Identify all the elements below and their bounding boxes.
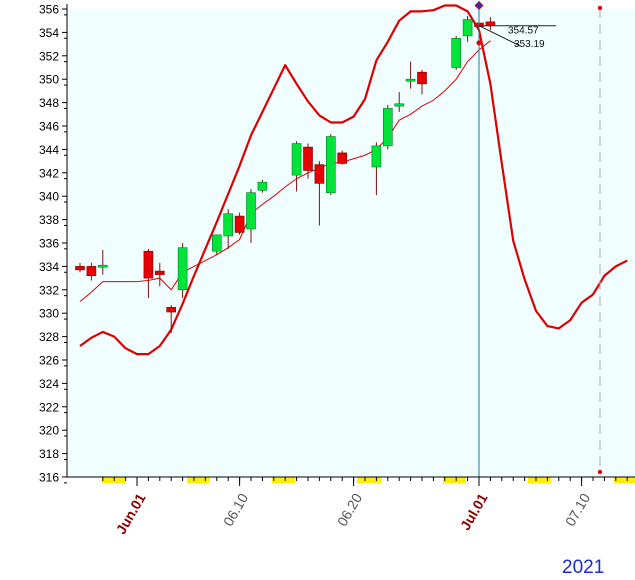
y-tick-label: 342 [39,166,59,180]
y-tick-label: 334 [39,260,59,274]
y-tick-label: 332 [39,283,59,297]
candle-down [155,270,165,275]
y-tick-label: 352 [39,49,59,63]
x-tick-label: 07.10 [562,490,593,529]
candle-down [485,21,496,26]
candle-up [257,181,268,191]
weekend-marker [272,477,295,483]
x-tick-label: Jun.01 [113,490,149,537]
y-tick-label: 318 [39,447,59,461]
x-tick-label: 06.20 [334,490,365,529]
plot-area [67,9,635,477]
candle-down [143,250,154,279]
future-marker-bottom [597,469,603,475]
candle-down [417,71,427,85]
future-marker-top [597,5,603,11]
y-tick-label: 340 [39,190,59,204]
candle-down [314,164,325,184]
candle-down [166,307,176,313]
candlesticks [75,14,496,334]
year-label: 2021 [562,557,605,578]
candle-up [246,192,256,230]
weekend-marker [443,477,466,483]
weekend-marker [614,477,635,483]
cursor-ma-point [476,40,482,46]
y-tick-label: 320 [39,424,59,438]
x-tick-label: 06.10 [220,490,251,529]
candle-up [291,143,302,176]
y-tick-label: 316 [39,471,59,485]
x-tick-label: Jul.01 [457,490,491,533]
candle-up [371,145,382,168]
y-tick-label: 354 [39,26,59,40]
weekend-marker [357,477,381,483]
candle-down [75,266,85,271]
price-leader-line [478,25,521,47]
y-tick-label: 336 [39,237,59,251]
cursor: 354.57 353.19 [474,0,603,477]
weekend-marker [528,477,551,483]
candle-down [234,215,245,233]
y-tick-label: 324 [39,377,59,391]
candle-down [337,152,348,164]
candle-up [405,78,416,82]
price-label-lower: 353.19 [514,39,545,50]
candle-up [98,264,108,268]
candle-up [462,19,473,37]
candle-up [451,37,462,68]
y-tick-label: 356 [39,3,59,17]
weekend-marker [102,477,125,483]
weekend-marker [187,477,210,483]
candle-up [177,247,188,291]
y-tick-label: 326 [39,354,59,368]
y-tick-label: 338 [39,213,59,227]
y-tick-label: 348 [39,96,59,110]
price-label-upper: 354.57 [508,26,539,37]
y-tick-label: 322 [39,400,59,414]
candle-up [212,234,222,252]
y-tick-label: 350 [39,73,59,87]
cursor-marker-icon [474,0,484,11]
candle-up [394,103,405,107]
y-tick-label: 328 [39,330,59,344]
candle-down [303,146,313,171]
candle-up [223,213,233,237]
candle-up [382,108,393,147]
y-tick-label: 346 [39,120,59,134]
y-tick-label: 344 [39,143,59,157]
weekend-markers [102,477,635,483]
candle-down [86,266,97,277]
y-tick-label: 330 [39,307,59,321]
candle-up [325,136,336,193]
